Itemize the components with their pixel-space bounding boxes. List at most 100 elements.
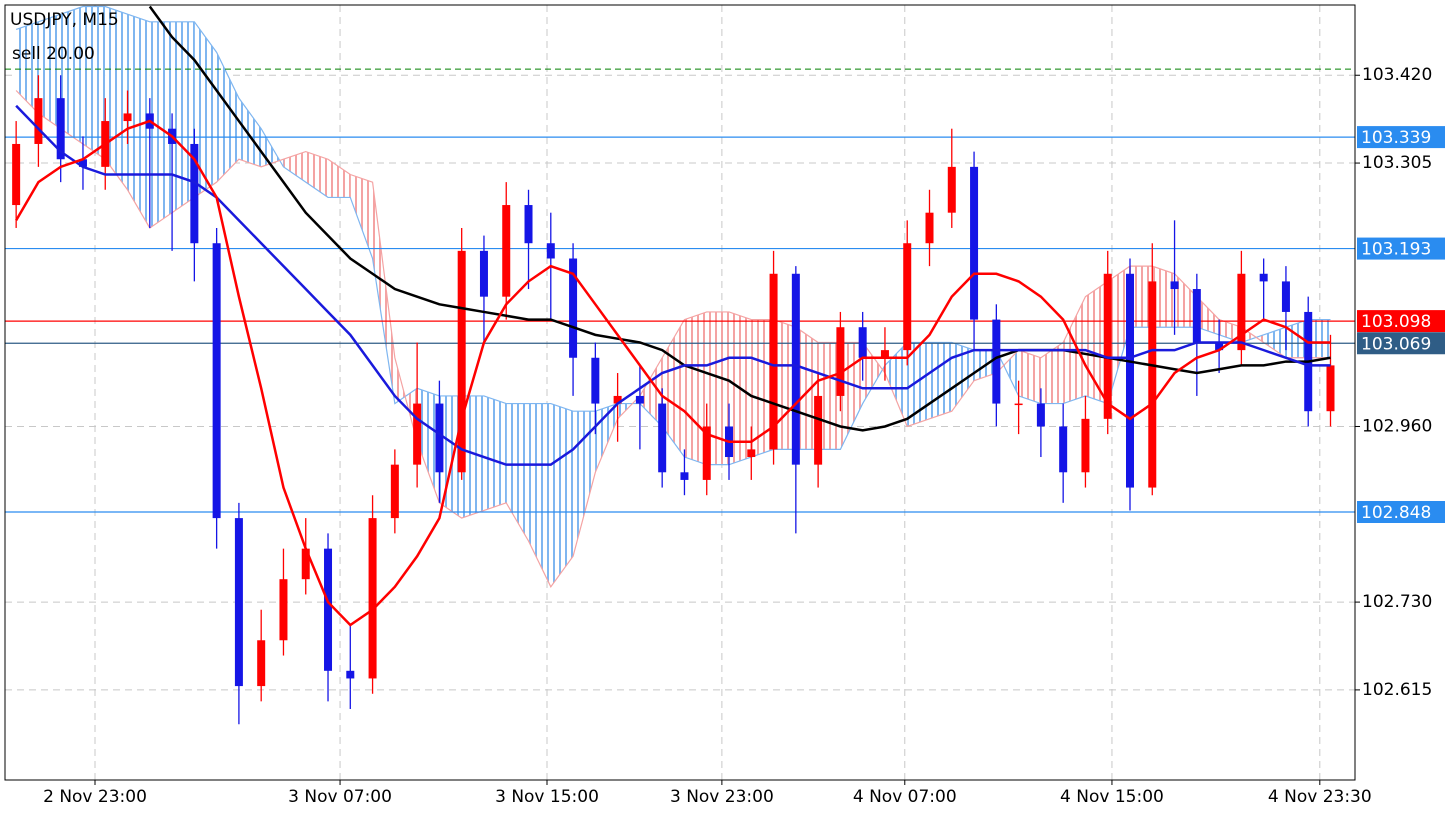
candle-body — [613, 395, 622, 404]
cloud-segment — [528, 403, 551, 587]
candle-body — [190, 143, 199, 244]
cloud-segment — [483, 395, 507, 511]
candle-body — [502, 205, 511, 297]
cloud-segment — [149, 21, 173, 228]
candle-body — [947, 166, 956, 213]
cloud-segment — [1263, 327, 1286, 358]
candle-body — [925, 212, 934, 244]
candle-body — [747, 449, 756, 458]
cloud-segment — [1040, 342, 1064, 404]
x-tick-label: 2 Nov 23:00 — [43, 787, 147, 807]
plot-frame — [4, 4, 1356, 781]
candle-body — [569, 258, 578, 358]
candle-body — [346, 670, 355, 679]
candle-body — [1081, 418, 1090, 473]
candle-body — [1036, 403, 1045, 427]
y-tick-label: 102.615 — [1362, 680, 1432, 700]
candle-body — [1126, 273, 1134, 488]
cloud-segment — [461, 395, 484, 519]
candle-body — [992, 319, 1001, 404]
level-label: 102.848 — [1361, 503, 1431, 523]
candle-body — [324, 548, 333, 671]
candle-body — [1259, 273, 1268, 282]
cloud-segment — [795, 327, 819, 450]
level-label: 103.339 — [1361, 128, 1431, 148]
candle-body — [1215, 342, 1224, 351]
candle-body — [413, 403, 422, 465]
candle-body — [1281, 281, 1290, 312]
level-label-box — [1357, 332, 1445, 355]
x-tick-label: 4 Nov 15:00 — [1060, 787, 1164, 807]
cloud-segment — [1107, 266, 1130, 404]
cloud-segment — [38, 14, 61, 129]
cloud-segment — [1308, 319, 1331, 358]
x-tick-label: 3 Nov 15:00 — [495, 787, 599, 807]
cloud-segment — [350, 174, 373, 259]
candle-body — [212, 243, 221, 519]
cloud-segment — [1152, 266, 1175, 328]
cloud-segment — [884, 342, 908, 427]
candle-body — [702, 426, 711, 480]
candle-body — [836, 327, 845, 396]
cloud-segment — [929, 342, 952, 419]
axes: 103.420 103.305 102.960 102.730 102.615 2 Nov… — [43, 65, 1445, 807]
cloud-segment — [82, 6, 106, 160]
cloud-segment — [372, 182, 395, 404]
cloud-segment — [1285, 319, 1309, 358]
candle-body — [435, 403, 444, 473]
candle-body — [680, 472, 689, 480]
cloud-segment — [907, 342, 930, 427]
candle-body — [546, 243, 555, 259]
cloud-segment — [417, 388, 440, 503]
x-tick-label: 3 Nov 07:00 — [288, 787, 392, 807]
candle-body — [903, 243, 912, 351]
cloud-segment — [773, 319, 796, 450]
order-label: sell 20.00 — [12, 44, 95, 64]
cloud-segment — [439, 395, 462, 519]
candle-body — [12, 143, 21, 206]
x-tick-label: 4 Nov 07:00 — [853, 787, 957, 807]
candle-body — [658, 403, 667, 473]
level-label-box — [1357, 310, 1445, 333]
level-label: 103.098 — [1361, 312, 1431, 332]
indicator-line — [148, 5, 1331, 432]
candle-body — [457, 250, 466, 473]
cloud-segment — [706, 311, 730, 465]
cloud-segment — [550, 403, 574, 587]
plot-area — [5, 5, 1355, 780]
cloud-segment — [951, 342, 975, 412]
candle-body — [635, 395, 644, 404]
y-tick-label: 103.420 — [1362, 65, 1432, 85]
candle-body — [56, 98, 65, 160]
cloud-segment — [216, 52, 239, 183]
level-label: 103.069 — [1361, 334, 1431, 354]
candle-body — [1237, 273, 1246, 351]
candle-body — [524, 205, 533, 244]
level-label-box — [1357, 126, 1445, 149]
cloud-segment — [996, 350, 1019, 396]
cloud-segment — [1130, 266, 1153, 328]
candle-body — [1326, 365, 1335, 412]
candle-body — [390, 464, 399, 519]
cloud-segment — [751, 319, 774, 458]
candle-body — [368, 518, 377, 679]
candle-body — [123, 113, 132, 122]
cloud-segment — [60, 6, 83, 144]
cloud-segment — [684, 311, 707, 465]
candle-body — [234, 518, 243, 687]
level-label-box — [1357, 500, 1445, 523]
chart-title: USDJPY, M15 — [10, 10, 119, 30]
cloud-segment — [818, 342, 841, 450]
cloud-segment — [105, 6, 128, 190]
y-tick-label: 103.305 — [1362, 153, 1432, 173]
candle-body — [1192, 289, 1201, 343]
candle-body — [1170, 281, 1179, 290]
candle-body — [858, 327, 867, 358]
candle-body — [301, 548, 310, 580]
candle-body — [880, 350, 889, 358]
cloud-segment — [1196, 296, 1220, 335]
candle-body — [1103, 273, 1112, 419]
x-tick-label: 4 Nov 23:30 — [1268, 787, 1372, 807]
candle-body — [769, 273, 778, 450]
